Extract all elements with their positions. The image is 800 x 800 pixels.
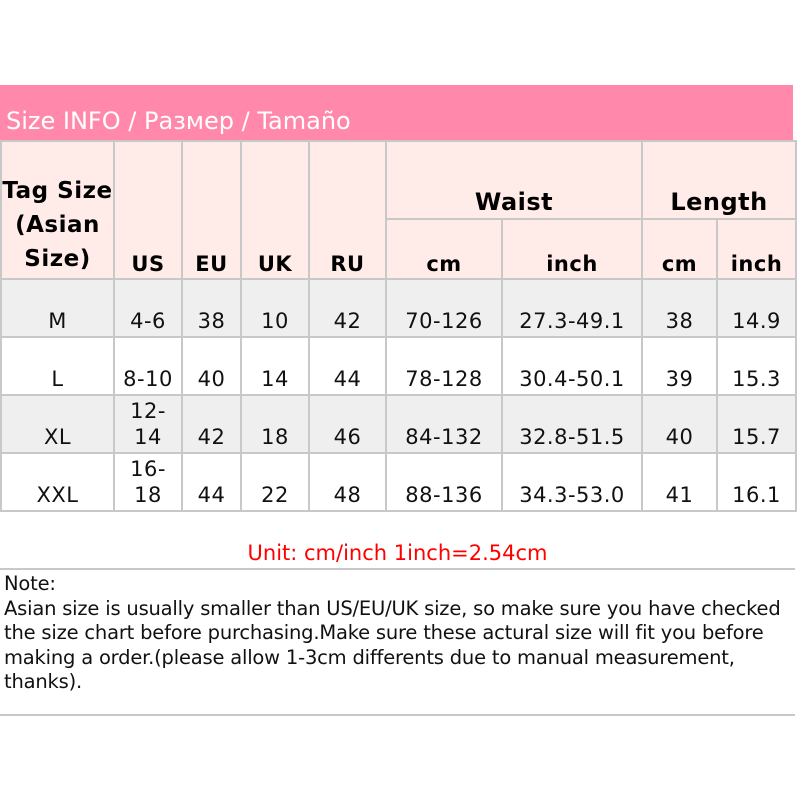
header-tag-size: Tag Size (Asian Size) [0,140,115,280]
cell-length-inch: 15.7 [716,394,798,454]
cell-tag: XL [0,394,115,454]
cell-waist-cm: 88-136 [385,452,503,512]
cell-uk: 22 [240,452,310,512]
size-info-title: Size INFO / Размер / Tamaño [0,85,793,140]
header-waist-cm: cm [385,218,503,280]
size-table: Tag Size (Asian Size) US EU UK RU Waist … [0,140,798,512]
cell-tag: XXL [0,452,115,512]
note-box: Note: Asian size is usually smaller than… [0,570,795,716]
header-length-inch: inch [716,218,798,280]
cell-ru: 48 [308,452,387,512]
cell-waist-inch: 30.4-50.1 [500,336,644,396]
cell-length-cm: 39 [641,336,719,396]
cell-length-cm: 40 [641,394,719,454]
cell-uk: 14 [240,336,310,396]
cell-length-inch: 14.9 [716,278,798,338]
header-eu: EU [181,140,242,280]
cell-waist-cm: 78-128 [385,336,503,396]
header-length: Length [641,140,798,220]
note-text: Asian size is usually smaller than US/EU… [4,596,781,694]
cell-waist-inch: 27.3-49.1 [500,278,644,338]
header-length-cm: cm [641,218,719,280]
cell-length-cm: 38 [641,278,719,338]
cell-eu: 42 [181,394,242,454]
cell-eu: 38 [181,278,242,338]
unit-note: Unit: cm/inch 1inch=2.54cm [0,510,795,570]
cell-ru: 44 [308,336,387,396]
header-uk: UK [240,140,310,280]
cell-uk: 10 [240,278,310,338]
cell-length-inch: 16.1 [716,452,798,512]
header-waist: Waist [384,140,644,220]
table-row: L 8-10 40 14 44 78-128 30.4-50.1 39 15.3 [0,336,798,396]
note-label: Note: [4,572,56,595]
cell-waist-inch: 34.3-53.0 [500,452,644,512]
table-row: M 4-6 38 10 42 70-126 27.3-49.1 38 14.9 [0,278,798,338]
cell-us: 16- 18 [113,452,183,512]
cell-waist-inch: 32.8-51.5 [500,394,644,454]
table-row: XXL 16- 18 44 22 48 88-136 34.3-53.0 41 16.1 [0,452,798,512]
cell-us: 12- 14 [113,394,183,454]
cell-length-cm: 41 [641,452,719,512]
cell-tag: M [0,278,115,338]
cell-length-inch: 15.3 [716,336,798,396]
cell-uk: 18 [240,394,310,454]
cell-us: 8-10 [113,336,183,396]
cell-eu: 40 [181,336,242,396]
cell-tag: L [0,336,115,396]
cell-waist-cm: 70-126 [385,278,503,338]
table-row: XL 12- 14 42 18 46 84-132 32.8-51.5 40 15.7 [0,394,798,454]
cell-waist-cm: 84-132 [385,394,503,454]
cell-ru: 46 [308,394,387,454]
header-waist-inch: inch [500,218,644,280]
header-us: US [113,140,183,280]
cell-ru: 42 [308,278,387,338]
header-ru: RU [308,140,387,280]
cell-us: 4-6 [113,278,183,338]
cell-eu: 44 [181,452,242,512]
